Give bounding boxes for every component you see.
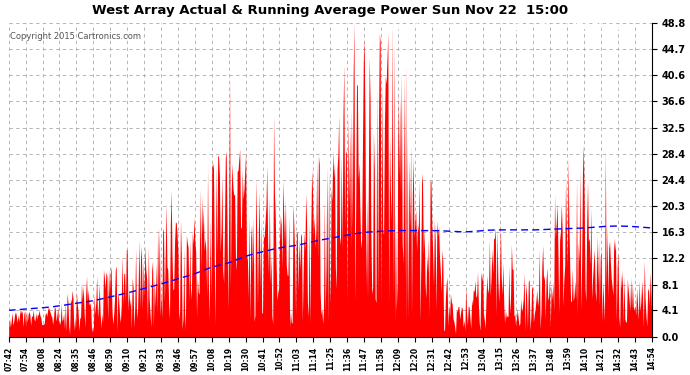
Text: Copyright 2015 Cartronics.com: Copyright 2015 Cartronics.com xyxy=(10,32,141,41)
Title: West Array Actual & Running Average Power Sun Nov 22  15:00: West Array Actual & Running Average Powe… xyxy=(92,4,569,17)
